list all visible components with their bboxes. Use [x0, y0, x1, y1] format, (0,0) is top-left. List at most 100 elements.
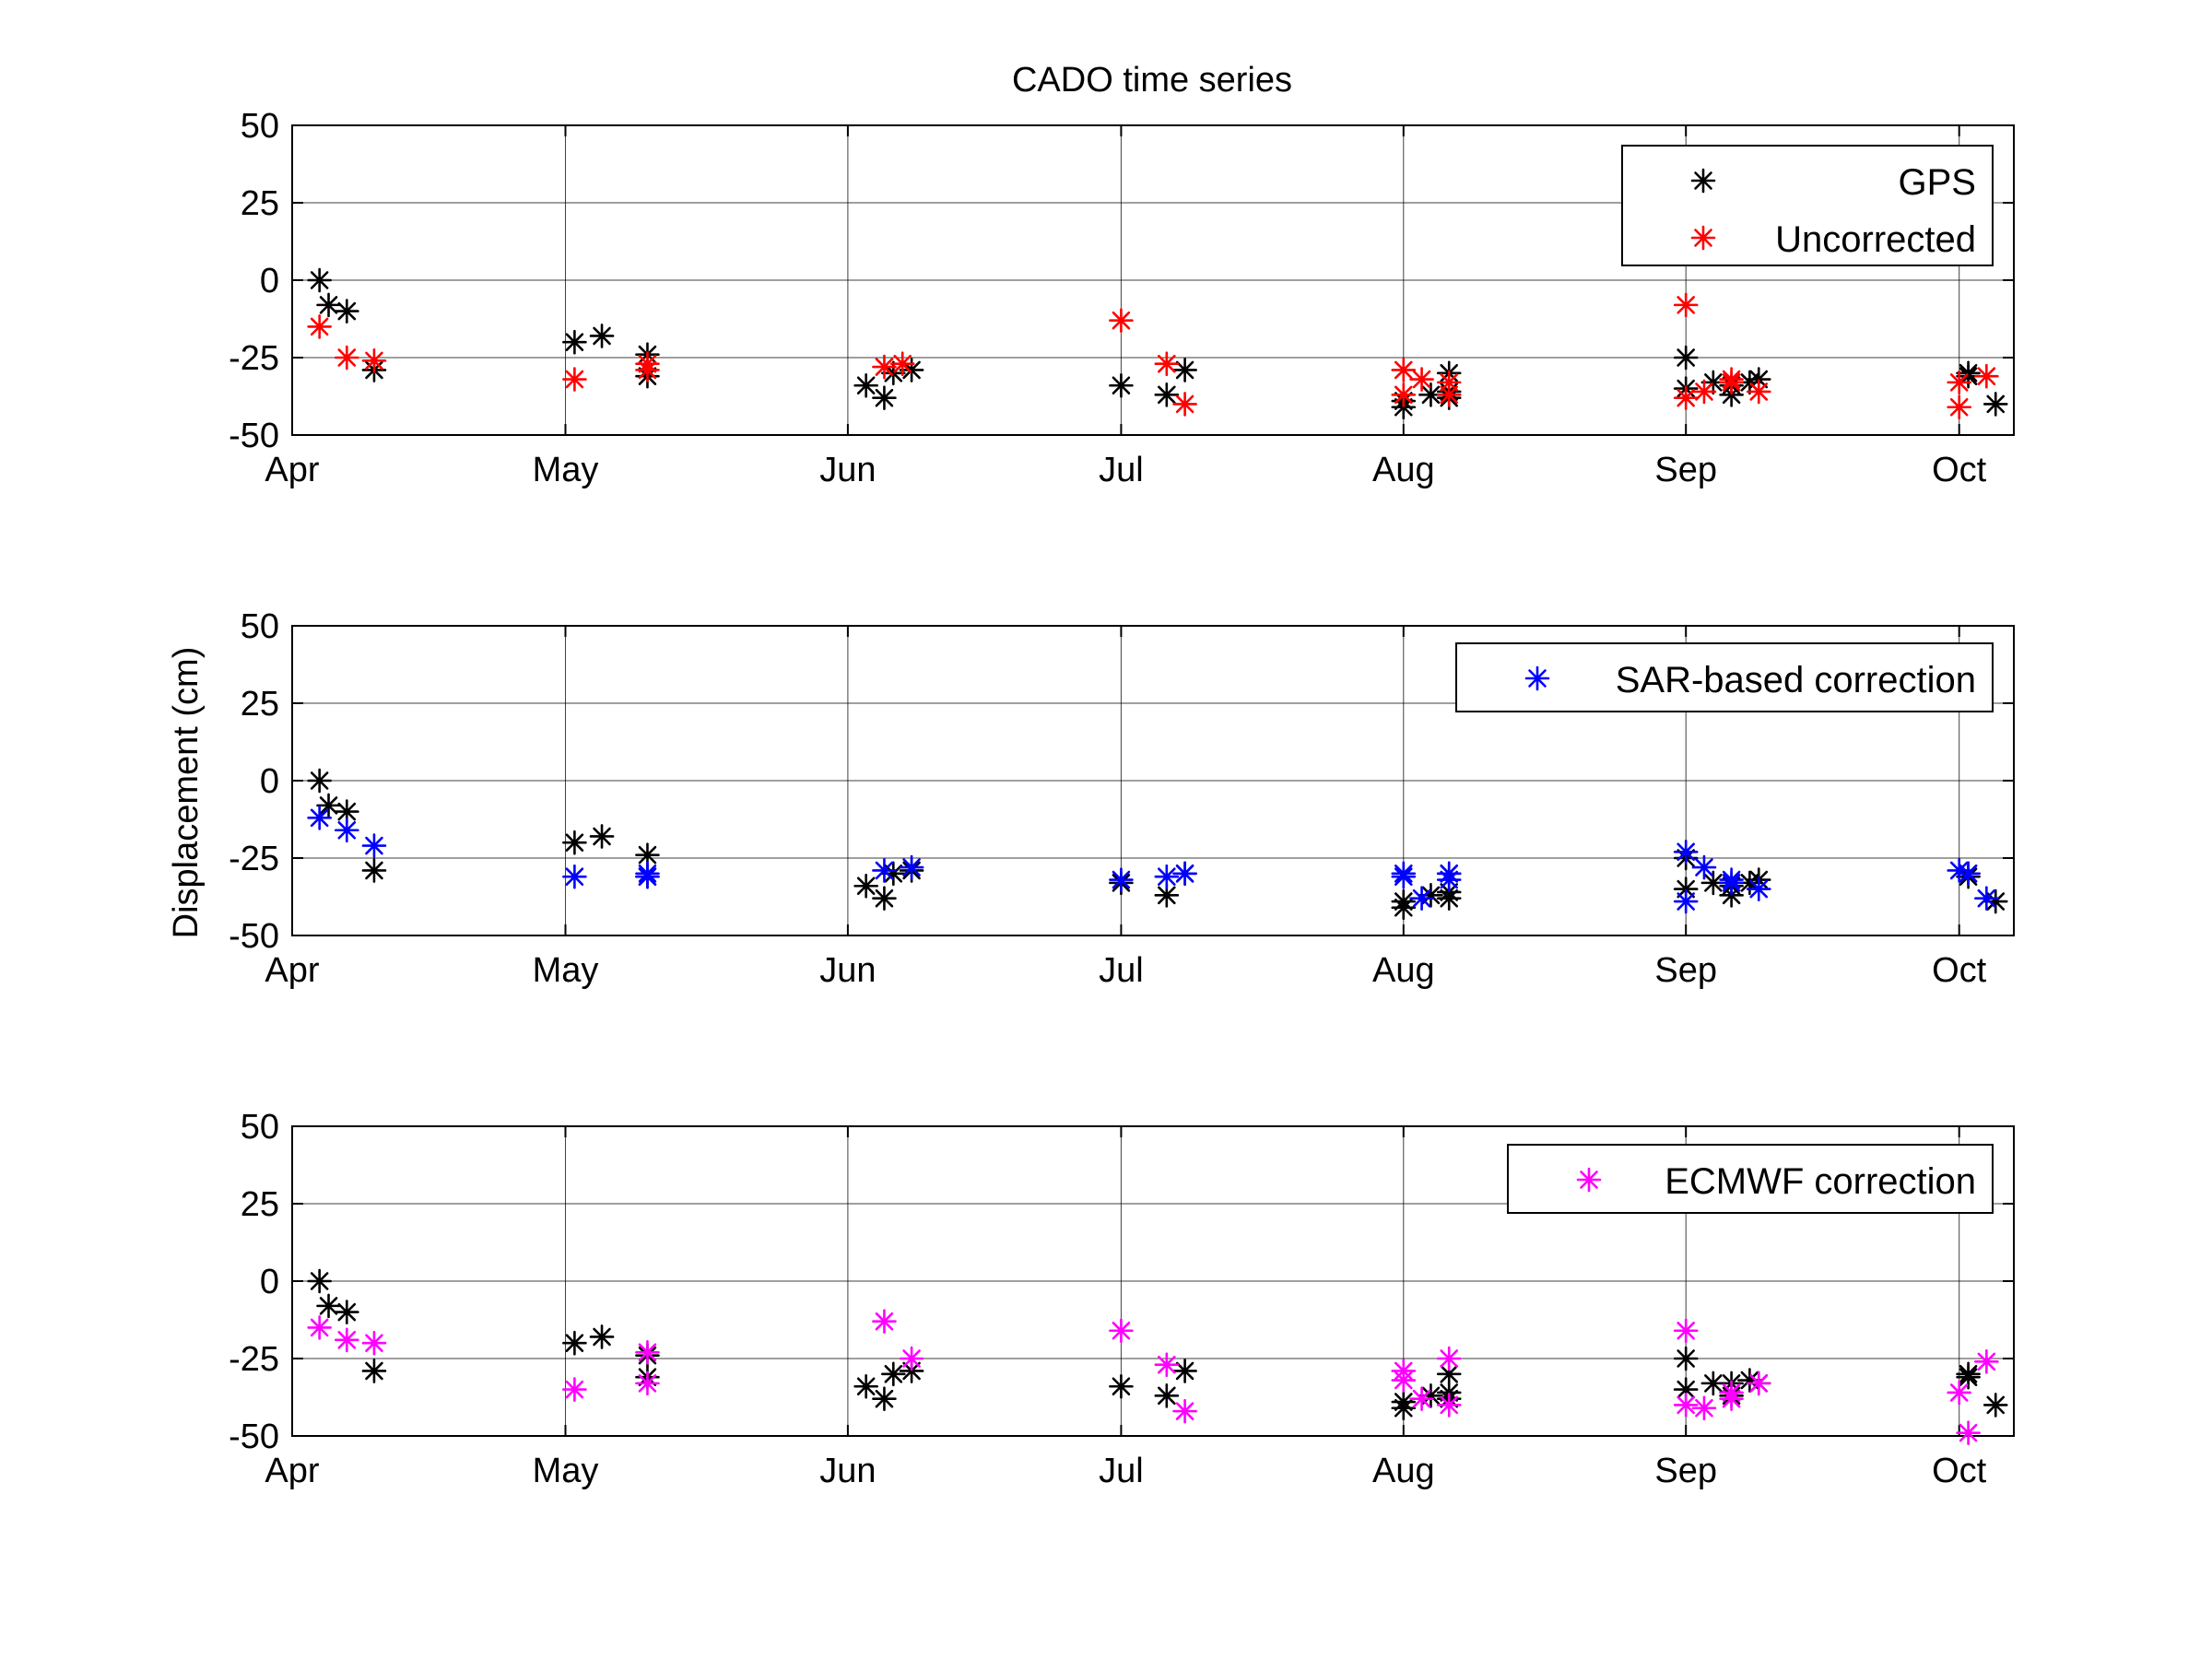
marker-stroke	[1440, 385, 1459, 405]
x-tick-label: Aug	[1372, 1452, 1435, 1490]
marker-stroke	[1158, 354, 1176, 373]
marker-stroke	[638, 865, 657, 883]
marker-stroke	[1749, 382, 1769, 401]
data-point	[1691, 379, 1717, 405]
marker-stroke	[638, 1374, 657, 1393]
data-point	[361, 1359, 387, 1383]
marker-stroke	[1175, 1361, 1194, 1381]
marker-stroke	[1580, 1171, 1598, 1189]
marker-stroke	[1986, 394, 2006, 414]
legend-marker	[1524, 665, 1550, 691]
marker-stroke	[565, 833, 584, 852]
data-point	[316, 292, 341, 318]
marker-stroke	[565, 370, 584, 389]
data-point	[1691, 1395, 1717, 1421]
data-point	[1418, 883, 1443, 908]
y-axis-label: Displacement (cm)	[167, 647, 206, 939]
legend-label: SAR-based correction	[1616, 660, 1976, 700]
marker-stroke	[1394, 892, 1413, 911]
marker-stroke	[1421, 886, 1441, 905]
data-point	[562, 830, 587, 855]
marker-stroke	[565, 867, 584, 886]
marker-stroke	[365, 861, 383, 880]
marker-stroke	[310, 317, 329, 336]
marker-stroke	[365, 1361, 383, 1381]
data-point	[635, 351, 660, 377]
marker-stroke	[884, 1365, 903, 1383]
data-point	[1154, 864, 1180, 889]
marker-stroke	[1977, 888, 1996, 908]
marker-stroke	[1394, 1371, 1413, 1390]
legend: GPS Uncorrected	[1621, 145, 1994, 266]
marker-stroke	[902, 1361, 921, 1381]
data-point	[635, 1339, 660, 1365]
data-point	[307, 314, 332, 339]
marker-stroke	[1677, 1321, 1695, 1340]
y-tick-label: 25	[241, 1185, 279, 1224]
data-point	[1391, 1389, 1417, 1415]
data-point	[335, 1327, 359, 1353]
data-point	[1391, 382, 1417, 407]
series-2-points	[307, 806, 1999, 914]
data-point	[1391, 358, 1417, 382]
marker-stroke	[1949, 861, 1969, 880]
marker-stroke	[1704, 874, 1723, 892]
data-point	[1109, 308, 1134, 333]
marker-stroke	[638, 845, 657, 865]
panels-group: Apr May Jun Jul Aug Sep Oct -50 -25 0 25 50 GPS Uncor…	[229, 107, 2015, 1490]
x-tick-label: Sep	[1654, 1452, 1717, 1490]
data-point	[853, 1373, 878, 1399]
data-point	[872, 858, 897, 883]
data-point	[1154, 382, 1180, 407]
legend: SAR-based correction	[1455, 642, 1994, 712]
y-tick-label: 25	[241, 685, 279, 724]
legend-box	[1621, 145, 1994, 266]
data-point	[889, 351, 915, 377]
y-tick-label: 50	[241, 107, 279, 146]
data-point	[307, 768, 332, 794]
data-point	[361, 858, 387, 883]
data-point	[1673, 1318, 1699, 1344]
data-point	[1436, 370, 1462, 395]
marker-stroke	[365, 1334, 383, 1352]
marker-stroke	[893, 354, 912, 373]
data-point	[335, 299, 359, 324]
legend-label: Uncorrected	[1775, 219, 1976, 260]
marker-stroke	[1959, 865, 1978, 883]
marker-stroke	[319, 796, 338, 815]
data-point	[872, 1309, 897, 1334]
marker-stroke	[1694, 171, 1712, 190]
marker-stroke	[565, 1334, 584, 1352]
marker-stroke	[1986, 892, 2006, 911]
marker-stroke	[1412, 370, 1431, 389]
data-point	[1172, 1398, 1197, 1424]
data-point	[1719, 367, 1744, 392]
marker-stroke	[875, 1389, 894, 1408]
marker-stroke	[337, 802, 357, 821]
marker-stroke	[1394, 385, 1413, 405]
marker-stroke	[1440, 373, 1459, 392]
marker-stroke	[1694, 229, 1712, 247]
marker-stroke	[310, 771, 329, 790]
marker-stroke	[902, 1349, 921, 1368]
marker-stroke	[1740, 1371, 1759, 1390]
x-tick-label: Oct	[1932, 1452, 1987, 1490]
data-point	[1109, 1318, 1134, 1344]
data-point	[1719, 867, 1744, 892]
marker-stroke	[1112, 1321, 1131, 1340]
data-point	[1673, 292, 1699, 318]
data-point	[1956, 861, 1981, 887]
data-point	[335, 818, 359, 843]
legend-box	[1455, 642, 1994, 712]
marker-stroke	[1412, 1389, 1431, 1408]
marker-stroke	[310, 1272, 329, 1290]
data-point	[1700, 870, 1726, 896]
data-point	[1673, 1393, 1699, 1418]
marker-stroke	[1677, 1395, 1695, 1415]
marker-stroke	[593, 326, 611, 346]
data-point	[1154, 351, 1180, 377]
data-point	[1409, 1386, 1434, 1411]
legend-label: GPS	[1899, 162, 1976, 203]
x-tick-label: Sep	[1654, 451, 1717, 489]
panel-1: Apr May Jun Jul Aug Sep Oct -50 -25 0 25 50 GPS Uncor…	[229, 107, 2015, 489]
